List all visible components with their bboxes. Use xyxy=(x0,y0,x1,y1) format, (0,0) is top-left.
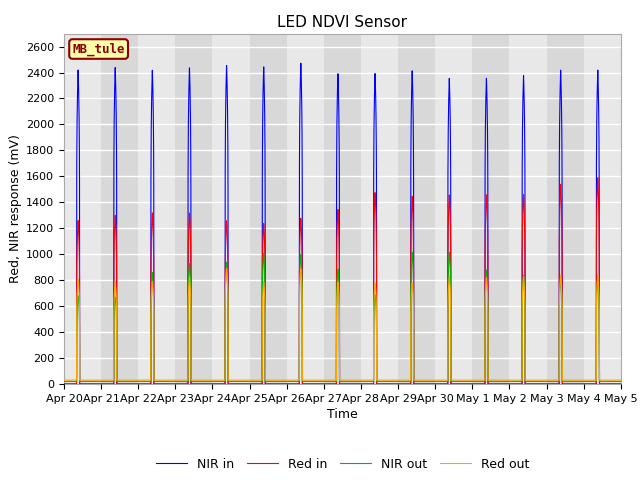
Bar xyxy=(287,34,324,384)
Text: MB_tule: MB_tule xyxy=(72,42,125,56)
Bar xyxy=(64,34,101,384)
NIR in xyxy=(617,381,625,387)
Red in xyxy=(60,381,68,387)
NIR out xyxy=(60,379,68,384)
NIR in xyxy=(499,381,506,387)
NIR in xyxy=(419,381,427,387)
Red in xyxy=(173,381,181,387)
Red in xyxy=(617,381,625,387)
NIR in xyxy=(269,381,276,387)
Bar xyxy=(324,34,361,384)
Line: NIR in: NIR in xyxy=(64,63,621,384)
Bar xyxy=(212,34,250,384)
Red in xyxy=(615,381,623,387)
Bar xyxy=(250,34,287,384)
Red out xyxy=(617,377,625,383)
NIR out xyxy=(269,379,276,384)
NIR out xyxy=(179,379,187,384)
NIR in xyxy=(179,381,187,387)
Bar xyxy=(398,34,435,384)
Bar xyxy=(101,34,138,384)
Red out xyxy=(179,377,187,383)
NIR out xyxy=(499,379,506,384)
Red in xyxy=(499,381,506,387)
X-axis label: Time: Time xyxy=(327,408,358,421)
Bar xyxy=(584,34,621,384)
Red out xyxy=(419,377,427,383)
Legend: NIR in, Red in, NIR out, Red out: NIR in, Red in, NIR out, Red out xyxy=(150,453,534,476)
NIR out xyxy=(173,379,181,384)
Line: Red out: Red out xyxy=(64,269,621,380)
Red out xyxy=(269,377,276,383)
Bar xyxy=(175,34,212,384)
Red out xyxy=(223,266,230,272)
NIR in xyxy=(60,381,68,387)
Bar xyxy=(138,34,175,384)
NIR in xyxy=(297,60,305,66)
Red out xyxy=(615,377,623,383)
Bar xyxy=(547,34,584,384)
Red out xyxy=(60,377,68,383)
Red in xyxy=(419,381,427,387)
Red in xyxy=(179,381,187,387)
Line: NIR out: NIR out xyxy=(64,252,621,382)
Bar xyxy=(472,34,509,384)
Bar xyxy=(361,34,398,384)
Title: LED NDVI Sensor: LED NDVI Sensor xyxy=(277,15,408,30)
Line: Red in: Red in xyxy=(64,178,621,384)
NIR in xyxy=(615,381,623,387)
NIR out xyxy=(419,379,427,384)
NIR out xyxy=(615,379,623,384)
NIR out xyxy=(617,379,625,384)
Red out xyxy=(173,377,181,383)
Bar xyxy=(509,34,547,384)
Red in xyxy=(594,175,602,180)
NIR in xyxy=(173,381,181,387)
Red in xyxy=(269,381,276,387)
Bar xyxy=(435,34,472,384)
NIR out xyxy=(445,249,453,255)
Red out xyxy=(499,377,506,383)
Y-axis label: Red, NIR response (mV): Red, NIR response (mV) xyxy=(9,134,22,283)
